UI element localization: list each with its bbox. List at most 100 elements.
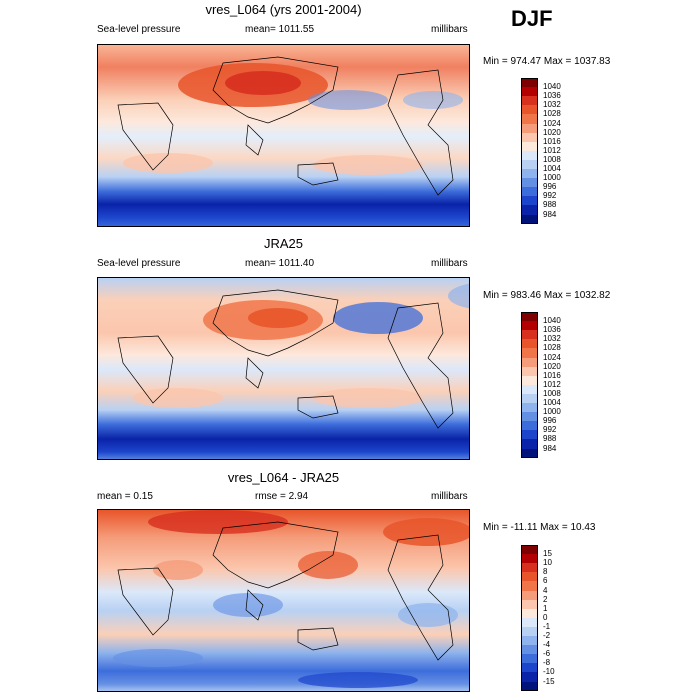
colorbar-swatch: [521, 430, 538, 440]
colorbar-swatch: [521, 196, 538, 206]
panel-3-minmax: Min = -11.11 Max = 10.43: [483, 522, 596, 533]
colorbar-label: 996: [543, 416, 557, 426]
colorbar-swatch: [521, 312, 538, 322]
colorbar-label: 1028: [543, 109, 561, 119]
colorbar-swatch: [521, 636, 538, 646]
panel-2-mean-label: mean= 1011.40: [245, 258, 315, 269]
season-label: DJF: [511, 6, 553, 31]
colorbar-swatch: [521, 105, 538, 115]
colorbar-swatch: [521, 141, 538, 152]
colorbar-label: 1008: [543, 388, 561, 398]
panel-2-map: [97, 277, 470, 460]
panel-3-title: vres_L064 - JRA25: [227, 470, 340, 485]
colorbar-label: 1020: [543, 127, 561, 137]
panel-2-title: JRA25: [263, 236, 304, 251]
colorbar-label: -15: [543, 676, 555, 686]
colorbar-label: 1: [543, 603, 548, 613]
colorbar-swatch: [521, 357, 538, 368]
colorbar-swatch: [521, 626, 538, 637]
colorbar-label: 1024: [543, 352, 561, 362]
colorbar-label: 1036: [543, 325, 561, 335]
colorbar-label: -2: [543, 631, 551, 640]
panel-1-map: [97, 44, 470, 227]
panel-2-minmax: Min = 983.46 Max = 1032.82: [483, 290, 611, 301]
colorbar-swatch: [521, 393, 538, 404]
colorbar-swatch: [521, 339, 538, 349]
colorbar-label: 1016: [543, 370, 561, 380]
colorbar-label: 992: [543, 425, 557, 435]
colorbar-label: 1004: [543, 398, 561, 407]
colorbar-swatch: [521, 150, 538, 161]
colorbar-swatch: [521, 663, 538, 673]
panel-2-units-label: millibars: [431, 258, 468, 269]
colorbar-swatch: [521, 132, 538, 143]
panel-1-mean-label: mean= 1011.55: [245, 24, 315, 35]
colorbar-label: 988: [543, 434, 557, 444]
colorbar-label: 1040: [543, 82, 561, 92]
colorbar-swatch: [521, 205, 538, 215]
colorbar-swatch: [521, 403, 538, 413]
colorbar-swatch: [521, 214, 538, 225]
colorbar-label: 2: [543, 594, 548, 604]
colorbar-label: 1024: [543, 118, 561, 128]
colorbar-label: 996: [543, 182, 557, 192]
colorbar-label: 984: [543, 209, 557, 219]
panel-2-variable-label: Sea-level pressure: [97, 258, 181, 269]
colorbar-swatch: [521, 672, 538, 682]
colorbar-swatch: [521, 330, 538, 340]
colorbar-label: 1036: [543, 91, 561, 101]
colorbar-swatch: [521, 572, 538, 582]
colorbar-label: 8: [543, 567, 548, 577]
panel-3-rmse-label: rmse = 2.94: [255, 491, 309, 502]
colorbar-swatch: [521, 645, 538, 655]
colorbar-swatch: [521, 87, 538, 97]
colorbar-label: 1040: [543, 316, 561, 326]
colorbar-swatch: [521, 412, 538, 422]
colorbar-label: 10: [543, 558, 552, 568]
colorbar-label: 4: [543, 585, 548, 595]
colorbar-swatch: [521, 375, 538, 386]
colorbar-label: 6: [543, 576, 548, 586]
colorbar-label: 0: [543, 612, 548, 622]
panel-3-map: [97, 509, 470, 692]
colorbar-swatch: [521, 599, 538, 610]
colorbar-label: 1000: [543, 173, 561, 183]
colorbar-label: 1012: [543, 145, 561, 155]
panel-1-units-label: millibars: [431, 24, 468, 35]
colorbar-label: 1032: [543, 334, 561, 344]
colorbar-swatch: [521, 123, 538, 134]
colorbar-swatch: [521, 563, 538, 573]
panel-3-mean-label: mean = 0.15: [97, 491, 153, 502]
panel-3-units-label: millibars: [431, 491, 468, 502]
colorbar-label: 984: [543, 443, 557, 453]
colorbar-label: 1032: [543, 100, 561, 110]
colorbar-swatch: [521, 96, 538, 106]
colorbar-swatch: [521, 581, 538, 591]
colorbar-swatch: [521, 114, 538, 124]
colorbar-label: 1028: [543, 343, 561, 353]
colorbar-label: 1012: [543, 379, 561, 389]
colorbar-swatch: [521, 608, 538, 619]
panel-1-title: vres_L064 (yrs 2001-2004): [205, 2, 362, 17]
colorbar-swatch: [521, 169, 538, 179]
colorbar-swatch: [521, 681, 538, 692]
colorbar-swatch: [521, 590, 538, 601]
colorbar-swatch: [521, 321, 538, 331]
colorbar-swatch: [521, 439, 538, 449]
colorbar-swatch: [521, 159, 538, 170]
colorbar-swatch: [521, 654, 538, 664]
colorbar-swatch: [521, 617, 538, 628]
colorbar-swatch: [521, 554, 538, 564]
colorbar-label: -6: [543, 649, 551, 659]
colorbar-label: 992: [543, 191, 557, 201]
panel-1-variable-label: Sea-level pressure: [97, 24, 181, 35]
colorbar-swatch: [521, 384, 538, 395]
colorbar-label: -1: [543, 621, 551, 631]
panel-1-minmax: Min = 974.47 Max = 1037.83: [483, 56, 611, 67]
colorbar-label: 988: [543, 200, 557, 210]
colorbar-label: 1016: [543, 136, 561, 146]
colorbar-swatch: [521, 448, 538, 459]
colorbar-label: 15: [543, 549, 552, 559]
colorbar-label: 1008: [543, 154, 561, 164]
colorbar-label: -4: [543, 640, 551, 650]
